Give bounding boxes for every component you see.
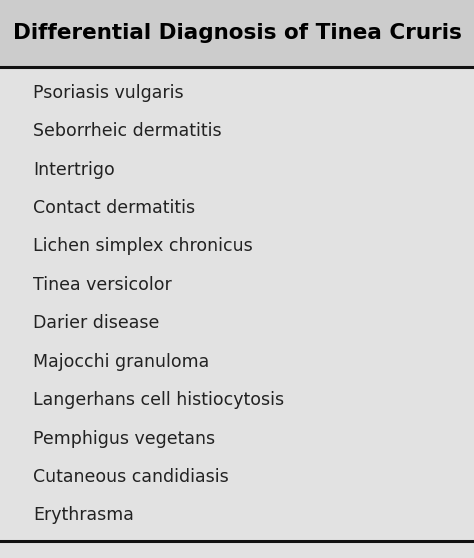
- Text: Pemphigus vegetans: Pemphigus vegetans: [33, 430, 215, 448]
- Text: Darier disease: Darier disease: [33, 314, 160, 333]
- Text: Lichen simplex chronicus: Lichen simplex chronicus: [33, 238, 253, 256]
- Text: Seborrheic dermatitis: Seborrheic dermatitis: [33, 122, 222, 140]
- FancyBboxPatch shape: [0, 0, 474, 67]
- Text: Langerhans cell histiocytosis: Langerhans cell histiocytosis: [33, 391, 284, 409]
- Text: Erythrasma: Erythrasma: [33, 506, 134, 525]
- Text: Majocchi granuloma: Majocchi granuloma: [33, 353, 210, 371]
- Text: Tinea versicolor: Tinea versicolor: [33, 276, 172, 294]
- Text: Intertrigo: Intertrigo: [33, 161, 115, 179]
- Text: Cutaneous candidiasis: Cutaneous candidiasis: [33, 468, 229, 486]
- Text: Psoriasis vulgaris: Psoriasis vulgaris: [33, 84, 184, 102]
- Text: Contact dermatitis: Contact dermatitis: [33, 199, 195, 217]
- Text: Differential Diagnosis of Tinea Cruris: Differential Diagnosis of Tinea Cruris: [13, 23, 461, 44]
